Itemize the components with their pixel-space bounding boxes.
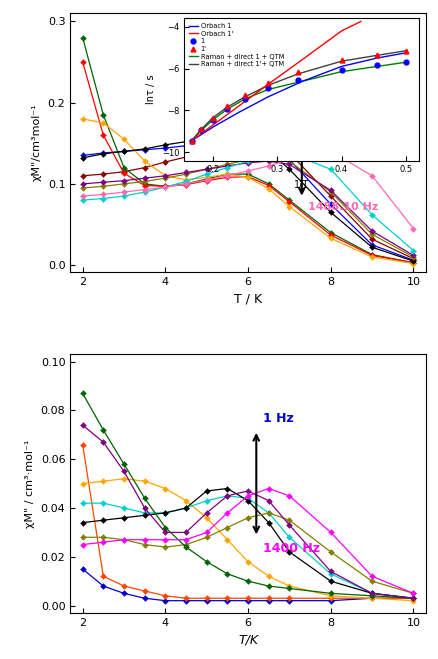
Text: 10.00 Hz: 10.00 Hz: [307, 107, 361, 117]
Text: 1 Hz: 1 Hz: [262, 412, 293, 425]
Y-axis label: χM"/cm³mol⁻¹: χM"/cm³mol⁻¹: [32, 103, 42, 181]
Text: 1488.10 Hz: 1488.10 Hz: [307, 202, 378, 212]
Text: 1400 Hz: 1400 Hz: [262, 542, 319, 555]
X-axis label: T / K: T / K: [233, 292, 261, 305]
Y-axis label: χM" / cm³·mol⁻¹: χM" / cm³·mol⁻¹: [25, 440, 35, 528]
X-axis label: T/K: T/K: [237, 633, 258, 646]
